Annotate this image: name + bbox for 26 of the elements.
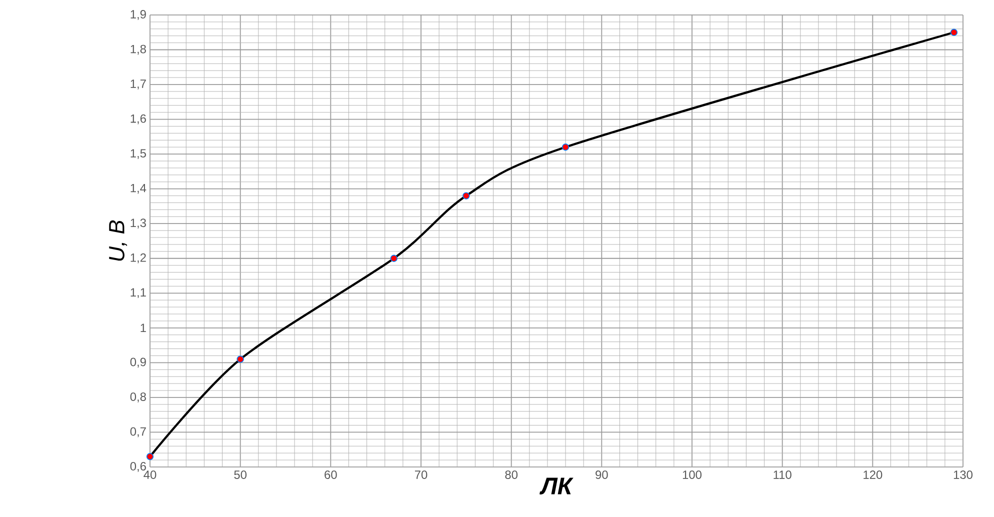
y-tick-label: 0,9 (130, 358, 146, 368)
y-tick-label: 0,8 (130, 392, 146, 402)
y-tick-label: 1,1 (130, 288, 146, 298)
x-axis-title: ЛК (540, 478, 574, 494)
x-tick-label: 60 (324, 470, 337, 479)
x-tick-label: 80 (505, 470, 518, 479)
x-tick-label: 130 (954, 470, 973, 479)
x-tick-label: 50 (234, 470, 247, 479)
x-tick-label: 110 (774, 470, 792, 479)
x-tick-label: 100 (682, 470, 702, 479)
y-tick-label: 1,2 (130, 253, 146, 264)
x-tick-label: 120 (864, 470, 882, 479)
y-tick-label: 1,8 (130, 44, 146, 55)
y-tick-label: 1,6 (130, 114, 146, 124)
y-tick-label: 1,3 (130, 218, 146, 229)
y-tick-label: 1,5 (130, 149, 146, 159)
y-tick-label: 1 (140, 324, 146, 332)
y-axis-title: U, В (109, 220, 128, 261)
y-tick-label: 0,6 (130, 462, 146, 472)
x-tick-label: 40 (144, 470, 156, 479)
y-tick-label: 1,9 (130, 10, 146, 20)
y-tick-label: 1,7 (130, 80, 146, 90)
x-tick-label: 70 (414, 470, 428, 479)
y-tick-label: 1,4 (130, 184, 146, 194)
y-tick-label: 0,7 (130, 427, 146, 438)
x-tick-label: 90 (596, 470, 608, 479)
